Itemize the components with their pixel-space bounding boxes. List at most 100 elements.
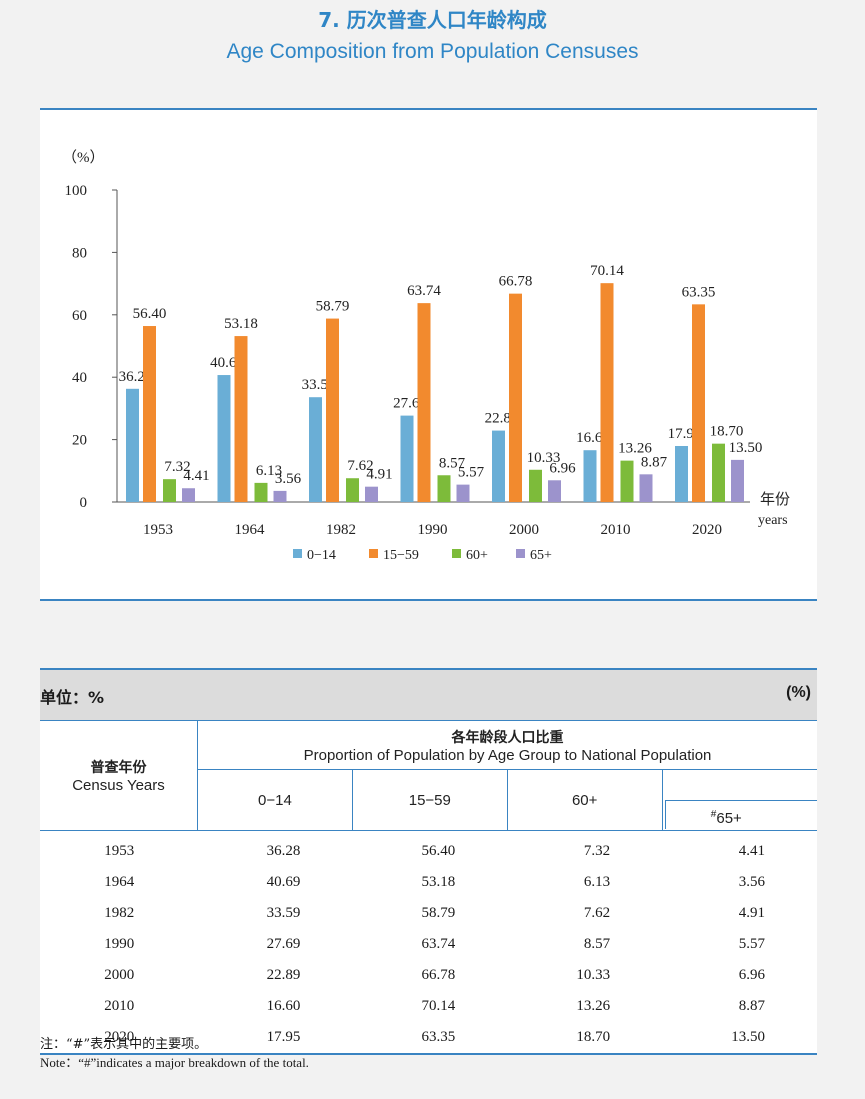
- header-age-group: 各年龄段人口比重 Proportion of Population by Age…: [197, 721, 817, 770]
- table-cell-value: 5.57: [738, 936, 765, 952]
- table-cell-year: 1964: [104, 874, 135, 890]
- x-tick-label: 1982: [326, 522, 356, 538]
- header-col-60plus: 60+: [507, 769, 663, 831]
- header-census-years: 普查年份 Census Years: [40, 721, 198, 831]
- table-cell-value: 36.28: [266, 843, 301, 859]
- y-tick-label: 100: [65, 183, 88, 199]
- bar-65+-2010: [639, 474, 653, 502]
- bar-60+-1990: [437, 475, 451, 502]
- legend-swatch: [516, 549, 525, 558]
- legend-label: 60+: [466, 548, 488, 563]
- table-cell-value: 8.57: [583, 936, 611, 952]
- table-cell-year: 2000: [104, 967, 135, 983]
- data-table-section: 单位：% (%) 普查年份 Census Years 各年龄段人口比重 Prop…: [40, 668, 817, 1055]
- data-label: 7.32: [164, 459, 190, 475]
- data-label: 6.96: [549, 460, 576, 476]
- data-label: 66.78: [499, 274, 533, 290]
- table-cell-value: 63.35: [352, 1022, 508, 1055]
- table-cell-value: 13.50: [662, 1022, 817, 1055]
- x-tick-label: 1964: [235, 522, 266, 538]
- x-tick-label: 2020: [692, 522, 722, 538]
- unit-label-left: 单位：%: [40, 688, 105, 707]
- data-label: 4.91: [366, 467, 392, 483]
- table-cell-value: 4.41: [738, 843, 765, 859]
- table-cell-value: 7.62: [583, 905, 611, 921]
- footnote-en: Note：“#”indicates a major breakdown of t…: [40, 1055, 309, 1070]
- table-cell-value: 22.89: [266, 967, 301, 983]
- table-cell-value: 33.59: [266, 905, 301, 921]
- x-tick-label: 2000: [509, 522, 539, 538]
- data-label: 13.26: [618, 441, 652, 457]
- header-census-years-cn: 普查年份: [90, 760, 147, 776]
- x-axis-label-en: years: [758, 513, 788, 528]
- header-col-0-14: 0−14: [197, 769, 353, 831]
- bar-014-2020: [675, 445, 688, 502]
- bar-60+-2000: [529, 469, 542, 502]
- table-cell-value: 18.70: [507, 1022, 663, 1055]
- age-composition-bar-chart: 020406080100（%）36.2856.407.324.41195340.…: [62, 149, 790, 563]
- bar-1559-1953: [143, 326, 156, 502]
- bar-65+-1964: [273, 490, 287, 502]
- page-title-en: Age Composition from Population Censuses: [226, 40, 639, 63]
- footnote-cn: 注：“#”表示其中的主要项。: [40, 1037, 208, 1052]
- bar-1559-2020: [692, 304, 705, 502]
- table-cell-value: 10.33: [576, 967, 611, 983]
- legend-label: 15−59: [383, 548, 419, 563]
- table-cell-value: 3.56: [738, 874, 765, 890]
- y-axis-label: （%）: [62, 149, 105, 166]
- data-label: 6.13: [256, 463, 282, 479]
- table-cell-value: 27.69: [266, 936, 301, 952]
- bar-1559-1964: [234, 336, 248, 502]
- data-label: 4.41: [183, 468, 209, 484]
- header-age-group-cn: 各年龄段人口比重: [451, 729, 564, 746]
- unit-label-right: (%): [786, 684, 811, 701]
- table-cell-value: 13.26: [576, 998, 611, 1014]
- x-tick-label: 1990: [418, 522, 448, 538]
- table-cell-value: 58.79: [421, 905, 456, 921]
- bar-65+-2000: [548, 480, 561, 502]
- table-cell-value: 56.40: [421, 843, 456, 859]
- bar-60+-1964: [254, 482, 268, 502]
- bar-65+-2020: [731, 459, 744, 502]
- unit-row: 单位：% (%): [40, 668, 817, 721]
- bar-1559-2000: [509, 293, 522, 502]
- y-tick-label: 60: [72, 308, 87, 324]
- header-col-65plus-label: 65+: [716, 810, 742, 827]
- table-cell-value: 66.78: [421, 967, 456, 983]
- data-label: 13.50: [729, 440, 763, 456]
- legend-label: 0−14: [307, 548, 336, 563]
- data-label: 7.62: [347, 458, 373, 474]
- chart-panel: 0 20 40 60 80 100 （%） 36.28 56.40 7.32 4.41 1953 40.…: [40, 108, 817, 601]
- table-cell-year: 2020: [40, 1022, 198, 1055]
- table-cell-value: 6.96: [738, 967, 765, 983]
- data-label: 53.18: [224, 316, 258, 332]
- x-axis-label-cn: 年份: [760, 491, 790, 508]
- legend-swatch: [293, 549, 302, 558]
- data-label: 5.57: [458, 465, 485, 481]
- table-cell-value: 63.74: [421, 936, 456, 952]
- major-breakdown-mark: #: [710, 809, 717, 820]
- table-cell-value: 70.14: [421, 998, 456, 1014]
- footnote: 注：“#”表示其中的主要项。 Note：“#”indicates a major…: [40, 1036, 309, 1072]
- y-tick-label: 80: [72, 245, 87, 261]
- header-col-15-59: 15−59: [352, 769, 508, 831]
- table-cell-value: 40.69: [266, 874, 301, 890]
- bar-60+-1953: [163, 479, 176, 502]
- x-tick-label: 2010: [601, 522, 631, 538]
- bar-014-1982: [309, 397, 322, 502]
- table-cell-year: 1953: [104, 843, 135, 859]
- data-label: 70.14: [590, 263, 624, 279]
- table-row: 2000 22.89 66.78 10.33 6.96: [40, 960, 817, 991]
- bar-60+-2010: [620, 460, 634, 502]
- table-row: 1990 27.69 63.74 8.57 5.57: [40, 929, 817, 960]
- data-label: 56.40: [133, 306, 167, 322]
- bar-1559-2010: [600, 283, 614, 502]
- y-tick-label: 40: [72, 370, 87, 386]
- bar-65+-1990: [456, 484, 470, 502]
- legend-swatch: [452, 549, 461, 558]
- bar-014-1953: [126, 388, 139, 502]
- header-col-65plus-box: #65+: [664, 800, 817, 829]
- bar-014-1964: [217, 375, 231, 502]
- table-cell-value: 8.87: [738, 998, 765, 1014]
- bar-014-2000: [492, 430, 505, 502]
